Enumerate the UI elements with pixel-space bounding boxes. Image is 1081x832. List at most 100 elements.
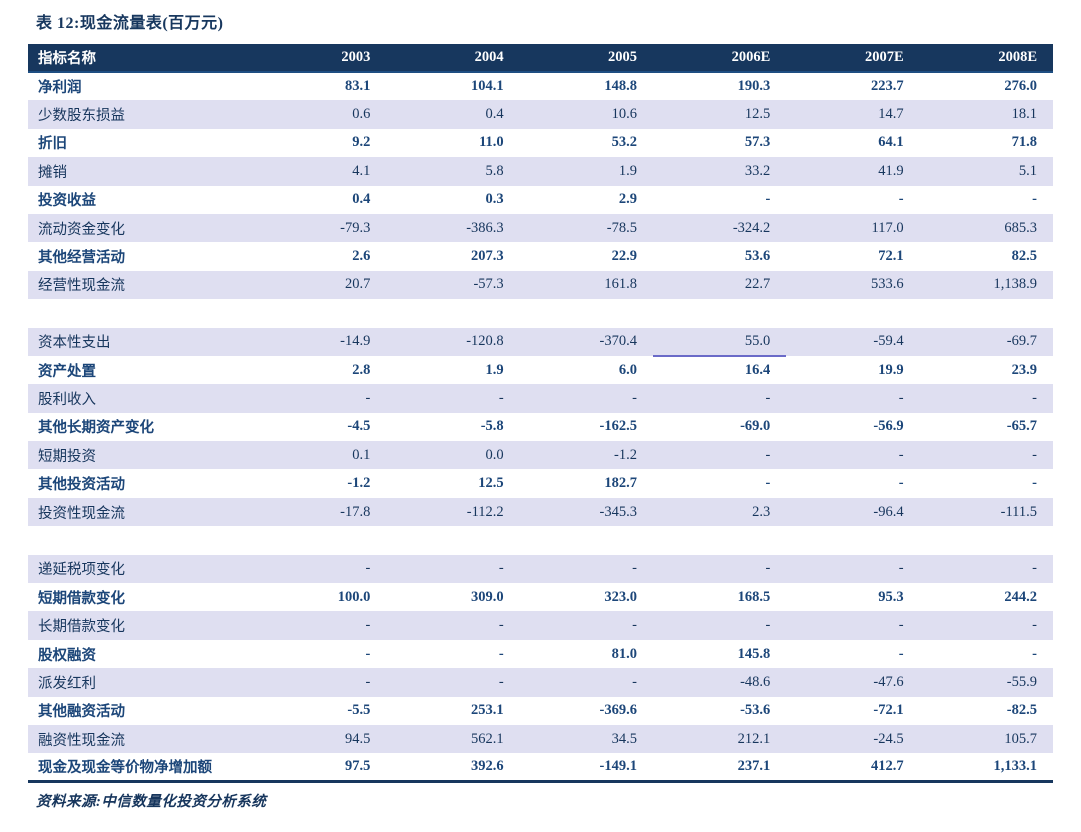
cell-value: -57.3 [473, 276, 504, 293]
cell-value: - [365, 389, 371, 406]
table-row: 折旧 9.2 11.0 53.2 57.3 64.1 71.8 [28, 129, 1053, 157]
cell-value: - [1032, 645, 1037, 662]
cell-value: 82.5 [1011, 248, 1037, 265]
cell-value: - [632, 617, 637, 634]
cell-value: 83.1 [344, 78, 371, 95]
cell-value: 94.5 [344, 730, 371, 747]
header-cell-year: 2006E [731, 49, 771, 65]
row-label: 长期借款变化 [38, 619, 125, 636]
cell-value: -59.4 [873, 333, 904, 350]
row-label: 现金及现金等价物净增加额 [38, 760, 212, 777]
cell-value: -17.8 [340, 503, 371, 520]
table-row: 其他经营活动 2.6 207.3 22.9 53.6 72.1 82.5 [28, 242, 1053, 270]
cell-value: 309.0 [471, 588, 504, 605]
header-cell-year: 2007E [864, 49, 904, 65]
cell-value: 207.3 [471, 248, 504, 265]
cell-value: - [365, 560, 371, 577]
row-label: 流动资金变化 [38, 221, 125, 238]
cell-value: 22.9 [611, 248, 637, 265]
cell-value: 12.5 [478, 475, 504, 492]
cell-value: - [1032, 191, 1037, 208]
table-row: 融资性现金流 94.5 562.1 34.5 212.1 -24.5 105.7 [28, 724, 1053, 754]
cell-value: 323.0 [604, 588, 637, 605]
cell-value: -149.1 [599, 758, 637, 775]
row-label: 其他长期资产变化 [38, 420, 154, 437]
cell-value: - [498, 673, 504, 690]
cell-value: 0.1 [352, 446, 371, 463]
table-row: 投资收益 0.4 0.3 2.9 - - - [28, 186, 1053, 214]
cell-value: - [1032, 475, 1037, 492]
cell-value: - [765, 560, 771, 577]
table-row: 经营性现金流 20.7 -57.3 161.8 22.7 533.6 1,138.9 [28, 270, 1053, 300]
cell-value: 0.4 [485, 106, 504, 123]
table-row: 短期投资 0.1 0.0 -1.2 - - - [28, 441, 1053, 470]
cell-value: 6.0 [618, 361, 637, 378]
spacer-cell [28, 299, 1053, 327]
cell-value: 0.0 [485, 446, 504, 463]
cell-value: 5.1 [1018, 162, 1037, 179]
cell-value: - [1032, 617, 1037, 634]
table-row: 短期借款变化 100.0 309.0 323.0 168.5 95.3 244.2 [28, 583, 1053, 611]
cell-value: -386.3 [466, 219, 504, 236]
cell-value: 12.5 [744, 106, 771, 123]
table-row: 资本性支出 -14.9 -120.8 -370.4 55.0 -59.4 -69.7 [28, 327, 1053, 357]
table-row: 资产处置 2.8 1.9 6.0 16.4 19.9 23.9 [28, 356, 1053, 384]
cell-value: -72.1 [873, 702, 904, 719]
cell-value: 2.3 [752, 503, 771, 520]
table-row: 流动资金变化 -79.3 -386.3 -78.5 -324.2 117.0 685.3 [28, 213, 1053, 243]
row-label: 投资收益 [38, 193, 96, 210]
table-row: 净利润 83.1 104.1 148.8 190.3 223.7 276.0 [28, 72, 1053, 100]
table-row: 派发红利 - - - -48.6 -47.6 -55.9 [28, 668, 1053, 697]
cell-value: 212.1 [737, 730, 771, 747]
cell-value: - [632, 673, 637, 690]
cell-value: 81.0 [611, 645, 637, 662]
cell-value: - [498, 389, 504, 406]
table-row: 少数股东损益 0.6 0.4 10.6 12.5 14.7 18.1 [28, 100, 1053, 129]
cell-value: -48.6 [740, 673, 771, 690]
table-row: 其他融资活动 -5.5 253.1 -369.6 -53.6 -72.1 -82.5 [28, 697, 1053, 725]
cell-value: 72.1 [878, 248, 904, 265]
cell-value: -162.5 [599, 418, 637, 435]
cell-value: 55.0 [652, 327, 787, 357]
table-row: 其他长期资产变化 -4.5 -5.8 -162.5 -69.0 -56.9 -65.7 [28, 413, 1053, 441]
table-row: 其他投资活动 -1.2 12.5 182.7 - - - [28, 469, 1053, 497]
cell-value: -1.2 [614, 446, 637, 463]
cell-value: -112.2 [466, 503, 504, 520]
page-container: 表 12:现金流量表(百万元) 指标名称 2003 2004 2005 2006E 200… [28, 15, 1053, 810]
cell-value: - [765, 617, 771, 634]
header-row: 指标名称 2003 2004 2005 2006E 2007E 2008E [28, 44, 1053, 72]
cell-value: - [498, 560, 504, 577]
cell-value: - [898, 191, 904, 208]
cell-value: 105.7 [1004, 730, 1037, 747]
cell-value: - [1032, 389, 1037, 406]
row-label: 递延税项变化 [38, 562, 125, 579]
cell-value: 2.9 [618, 191, 637, 208]
header-cell-year: 2003 [341, 49, 371, 65]
row-label: 资本性支出 [38, 335, 111, 352]
header-cell-year: 2005 [607, 49, 637, 65]
cell-value: 0.4 [352, 191, 371, 208]
section-spacer [28, 526, 1053, 554]
cell-value: 53.2 [611, 134, 637, 151]
spacer-cell [28, 526, 1053, 554]
cell-value: -370.4 [599, 333, 637, 350]
cell-value: -56.9 [873, 418, 904, 435]
cell-value: - [498, 617, 504, 634]
cell-value: 97.5 [344, 758, 371, 775]
cell-value: -324.2 [732, 219, 771, 236]
row-label: 融资性现金流 [38, 732, 125, 749]
cell-value: -5.8 [480, 418, 504, 435]
row-label: 股利收入 [38, 391, 96, 408]
cell-value: 4.1 [352, 162, 371, 179]
cell-value: -55.9 [1006, 673, 1037, 690]
row-label: 折旧 [38, 136, 67, 153]
cell-value: 23.9 [1011, 361, 1037, 378]
cell-value: -65.7 [1006, 418, 1037, 435]
cell-value: 95.3 [878, 588, 904, 605]
cell-value: 33.2 [744, 162, 771, 179]
header-cell-indicator: 指标名称 [38, 51, 96, 67]
cell-value: 20.7 [344, 276, 371, 293]
cell-value: 64.1 [878, 134, 904, 151]
row-label: 少数股东损益 [38, 108, 125, 125]
